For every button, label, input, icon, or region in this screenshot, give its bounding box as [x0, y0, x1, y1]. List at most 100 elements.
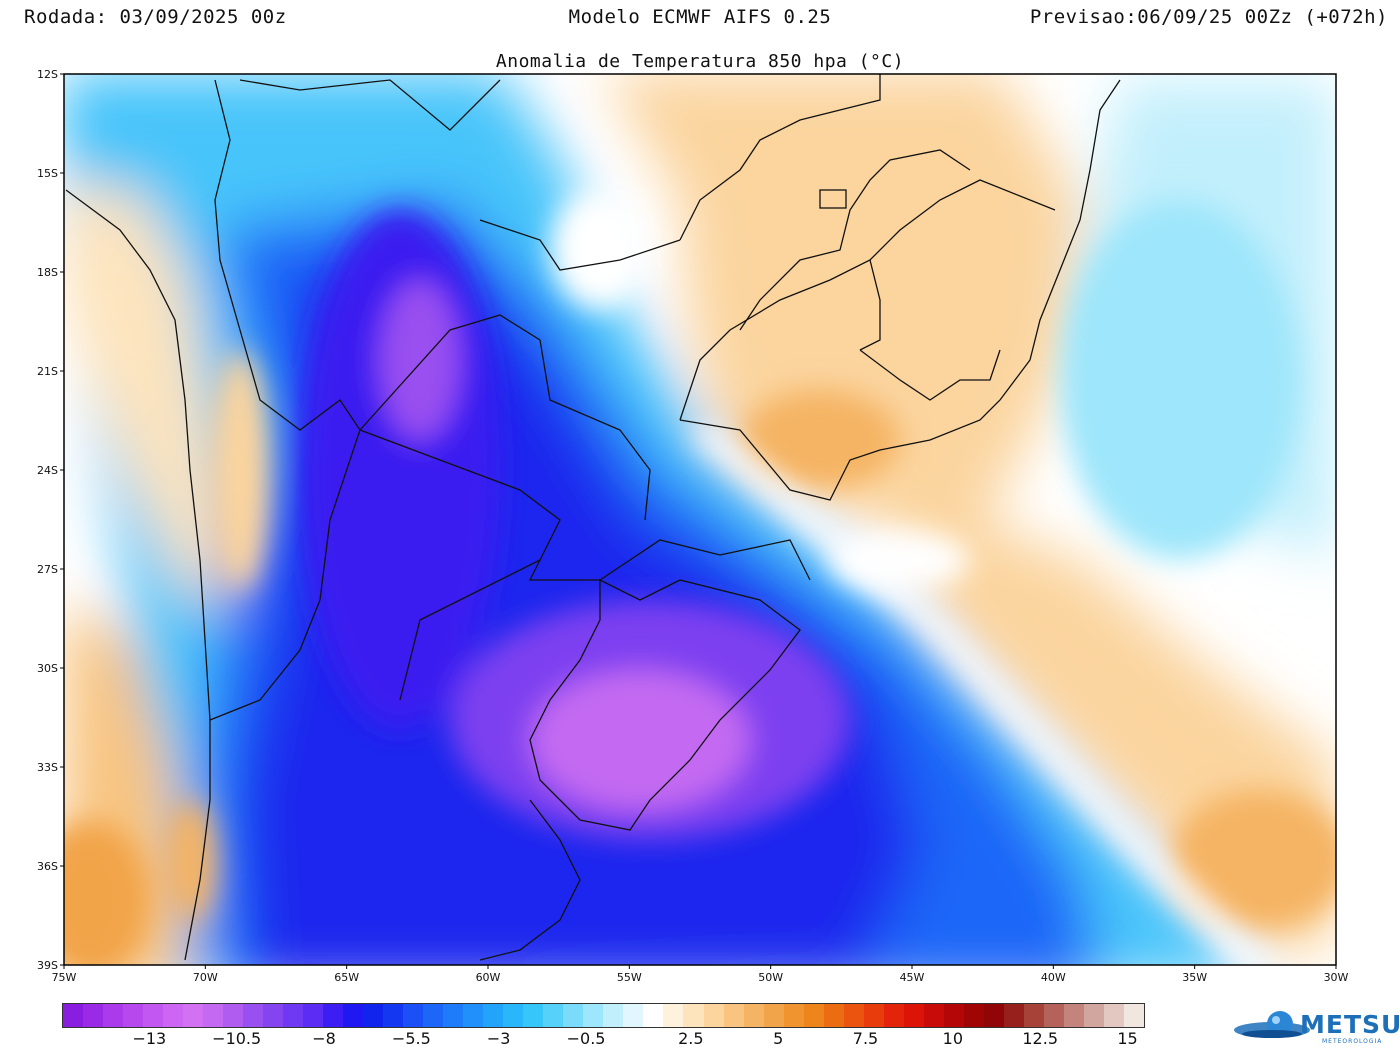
forecast-time-label: Previsao:06/09/25 00Zz (+072h) — [1029, 6, 1388, 28]
lon-tick-label: 60W — [476, 971, 501, 984]
colorbar-swatch — [563, 1004, 584, 1027]
colorbar-label: −0.5 — [566, 1029, 606, 1048]
colorbar-swatch — [243, 1004, 264, 1027]
lat-tick-label: 21S — [37, 365, 58, 378]
colorbar-swatch — [203, 1004, 224, 1027]
colorbar-swatch — [103, 1004, 124, 1027]
colorbar-swatch — [883, 1004, 904, 1027]
metsul-globe-logo — [1234, 1011, 1310, 1038]
colorbar-label: −10.5 — [212, 1029, 262, 1048]
anomaly-map: 12S 15S 18S 21S 24S 27S 30S 33S 36S 39S 75W 70W 65W… — [37, 68, 1349, 984]
colorbar-swatch — [1043, 1004, 1064, 1027]
colorbar-swatch — [83, 1004, 104, 1027]
colorbar-swatch — [683, 1004, 704, 1027]
colorbar-swatch — [1003, 1004, 1024, 1027]
colorbar-swatch — [323, 1004, 344, 1027]
metsul-logo-subtitle: METEOROLOGIA — [1322, 1038, 1383, 1045]
colorbar-label: 5 — [773, 1029, 784, 1048]
country-borders — [65, 74, 1121, 961]
colorbar-swatch — [483, 1004, 504, 1027]
colorbar-swatch — [1083, 1004, 1104, 1027]
lon-tick-label: 40W — [1041, 971, 1066, 984]
colorbar-swatch — [423, 1004, 444, 1027]
colorbar-swatch — [523, 1004, 544, 1027]
anomaly-field — [64, 74, 1336, 965]
lat-tick-label: 12S — [37, 68, 58, 81]
colorbar-label: 10 — [942, 1029, 964, 1048]
lon-tick-label: 75W — [52, 971, 77, 984]
colorbar-swatch — [963, 1004, 984, 1027]
lat-tick-label: 18S — [37, 266, 58, 279]
lat-tick-label: 33S — [37, 761, 58, 774]
colorbar-swatch — [743, 1004, 764, 1027]
colorbar-swatch — [123, 1004, 144, 1027]
colorbar-swatch — [1103, 1004, 1124, 1027]
colorbar-swatch — [343, 1004, 364, 1027]
colorbar-swatch — [583, 1004, 604, 1027]
lat-tick-label: 36S — [37, 860, 58, 873]
colorbar-swatch — [543, 1004, 564, 1027]
colorbar-swatch — [1063, 1004, 1084, 1027]
colorbar-swatch — [823, 1004, 844, 1027]
run-time-label: Rodada: 03/09/2025 00z — [24, 6, 287, 28]
colorbar-swatch — [63, 1004, 84, 1027]
colorbar-swatch — [283, 1004, 304, 1027]
colorbar-swatch — [943, 1004, 964, 1027]
lon-tick-label: 35W — [1182, 971, 1207, 984]
lat-tick-label: 27S — [37, 563, 58, 576]
colorbar-swatch — [663, 1004, 684, 1027]
colorbar-swatch — [403, 1004, 424, 1027]
colorbar-swatch — [503, 1004, 524, 1027]
colorbar-label: 2.5 — [678, 1029, 704, 1048]
lat-tick-label: 39S — [37, 959, 58, 972]
colorbar-swatch — [1023, 1004, 1044, 1027]
lon-tick-label: 70W — [193, 971, 218, 984]
colorbar-swatch — [783, 1004, 804, 1027]
colorbar-swatch — [1123, 1004, 1144, 1027]
colorbar-swatch — [183, 1004, 204, 1027]
colorbar — [62, 1003, 1145, 1028]
lon-tick-label: 30W — [1324, 971, 1349, 984]
lat-tick-label: 24S — [37, 464, 58, 477]
colorbar-swatch — [443, 1004, 464, 1027]
colorbar-label: −8 — [312, 1029, 336, 1048]
model-name-label: Modelo ECMWF AIFS 0.25 — [568, 6, 832, 28]
colorbar-label: −13 — [132, 1029, 167, 1048]
colorbar-swatch — [263, 1004, 284, 1027]
lon-tick-label: 50W — [758, 971, 783, 984]
latitude-axis: 12S 15S 18S 21S 24S 27S 30S 33S 36S 39S — [37, 68, 64, 972]
colorbar-swatch — [383, 1004, 404, 1027]
colorbar-label: −3 — [486, 1029, 511, 1048]
colorbar-swatch — [903, 1004, 924, 1027]
colorbar-label: −5.5 — [391, 1029, 431, 1048]
plot-frame — [63, 73, 1337, 966]
lon-tick-label: 45W — [900, 971, 925, 984]
colorbar-swatch — [163, 1004, 184, 1027]
colorbar-swatch — [803, 1004, 824, 1027]
colorbar-swatch — [603, 1004, 624, 1027]
lat-tick-label: 15S — [37, 167, 58, 180]
colorbar-label: 15 — [1117, 1029, 1138, 1048]
colorbar-swatch — [643, 1004, 664, 1027]
colorbar-swatch — [923, 1004, 944, 1027]
lon-tick-label: 65W — [334, 971, 359, 984]
metsul-logo-text: METSUL — [1300, 1010, 1400, 1039]
map-title: Anomalia de Temperatura 850 hpa (°C) — [495, 51, 905, 72]
colorbar-swatch — [143, 1004, 164, 1027]
longitude-axis: 75W 70W 65W 60W 55W 50W 45W 40W 35W 30W — [52, 965, 1349, 984]
colorbar-swatch — [303, 1004, 324, 1027]
colorbar-label: 7.5 — [852, 1029, 879, 1048]
colorbar-swatch — [863, 1004, 884, 1027]
colorbar-swatch — [843, 1004, 864, 1027]
colorbar-swatch — [363, 1004, 384, 1027]
lon-tick-label: 55W — [617, 971, 642, 984]
colorbar-label: 12.5 — [1022, 1029, 1058, 1048]
colorbar-swatch — [463, 1004, 484, 1027]
colorbar-swatch — [623, 1004, 644, 1027]
lat-tick-label: 30S — [37, 662, 58, 675]
colorbar-swatch — [723, 1004, 744, 1027]
colorbar-swatch — [983, 1004, 1004, 1027]
colorbar-swatch — [763, 1004, 784, 1027]
colorbar-swatch — [223, 1004, 244, 1027]
colorbar-swatch — [703, 1004, 724, 1027]
